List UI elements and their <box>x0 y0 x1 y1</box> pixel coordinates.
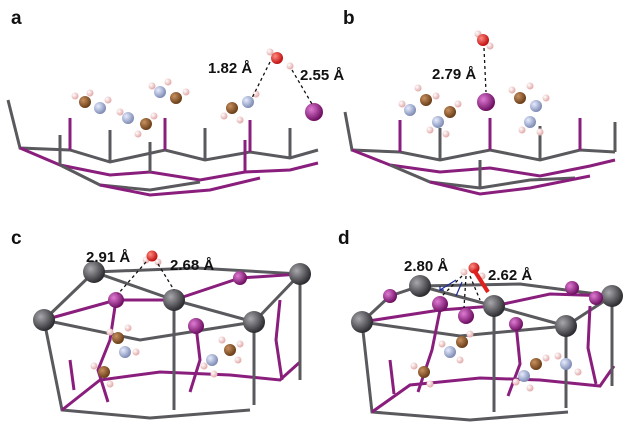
metal-ions-c <box>33 261 311 334</box>
ammonium-cations-b <box>398 82 550 138</box>
displacement-arrows-d <box>439 279 463 297</box>
metal-ion-b <box>477 93 495 111</box>
distance-label-a1: 1.82 Å <box>208 60 252 77</box>
water-molecule-c <box>142 250 162 266</box>
water-molecule-b <box>474 30 494 50</box>
distance-label-c1: 2.91 Å <box>86 249 130 266</box>
framework-b <box>343 111 617 196</box>
distance-label-c2: 2.68 Å <box>170 257 214 274</box>
hbond-lines-a <box>251 61 313 105</box>
panel-label-b: b <box>343 8 355 29</box>
panel-label-c: c <box>11 228 22 249</box>
framework-a <box>6 99 319 197</box>
distance-label-a2: 2.55 Å <box>300 67 344 84</box>
distance-label-d1: 2.80 Å <box>404 258 448 275</box>
hbond-lines-d <box>441 275 481 309</box>
panel-c: 2.91 Å 2.68 Å <box>33 249 311 420</box>
ammonium-cations-d <box>410 330 582 392</box>
panel-b: 2.79 Å <box>343 30 617 196</box>
distance-label-d2: 2.62 Å <box>488 267 532 284</box>
panel-d: 2.80 Å 2.62 Å <box>351 258 623 422</box>
panel-a: 1.82 Å 2.55 Å <box>6 48 344 197</box>
hbond-lines-c <box>117 261 175 295</box>
ammonium-cations-a <box>71 78 260 138</box>
metal-ions-d <box>351 275 623 337</box>
framework-c <box>42 266 302 420</box>
distance-label-b1: 2.79 Å <box>432 66 476 83</box>
water-molecule-d <box>460 262 490 294</box>
water-molecule-a <box>266 48 294 70</box>
panel-label-d: d <box>338 228 350 249</box>
ammonium-cations-c <box>90 324 244 388</box>
hbond-line-b <box>483 47 487 93</box>
metal-ion-a <box>305 103 323 121</box>
panel-label-a: a <box>11 8 22 29</box>
